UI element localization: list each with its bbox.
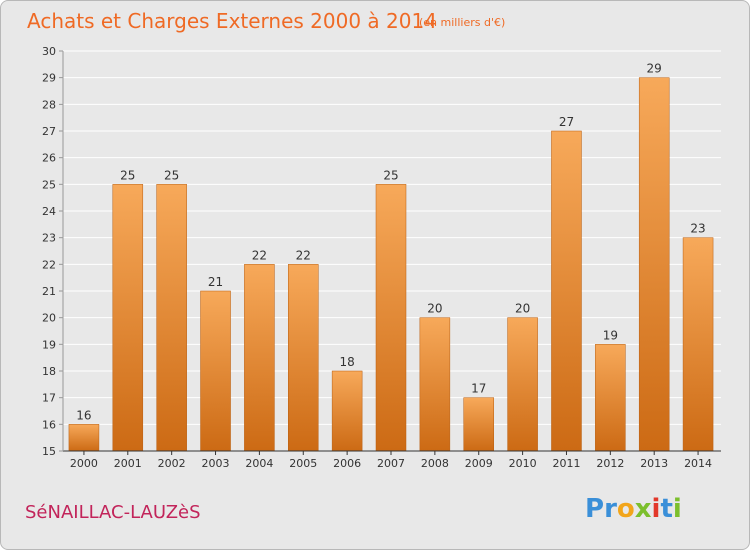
y-tick-layer: 15 16 17 18 19 20 21 22 23 24 25 26 27 28 29 30 xyxy=(42,45,63,458)
bar-2004 xyxy=(244,264,275,452)
chart-title: Achats et Charges Externes 2000 à 2014 xyxy=(27,9,437,33)
y-tick-label: 30 xyxy=(42,45,56,58)
y-tick-label: 29 xyxy=(42,72,56,85)
x-tick-label-2014: 2014 xyxy=(684,457,712,470)
x-tick-label-2001: 2001 xyxy=(114,457,142,470)
x-tick-label-2010: 2010 xyxy=(509,457,537,470)
bar-2011 xyxy=(551,130,582,452)
chart-subtitle: (en milliers d'€) xyxy=(419,16,505,29)
bar-layer xyxy=(68,77,714,452)
value-label-2008: 20 xyxy=(427,302,442,316)
bar-2005 xyxy=(288,264,319,452)
value-label-2011: 27 xyxy=(559,115,574,129)
value-label-2002: 25 xyxy=(164,168,179,182)
y-tick-label: 25 xyxy=(42,178,56,191)
y-tick-label: 24 xyxy=(42,205,56,218)
y-tick-label: 22 xyxy=(42,258,56,271)
x-tick-label-2005: 2005 xyxy=(289,457,317,470)
bar-2001 xyxy=(112,184,144,452)
bar-2008 xyxy=(419,317,451,452)
bar-2002 xyxy=(156,184,187,452)
bar-2014 xyxy=(682,237,714,452)
logo-letter: x xyxy=(635,494,652,524)
value-label-2009: 17 xyxy=(471,382,486,396)
chart-title-group: Achats et Charges Externes 2000 à 2014 (… xyxy=(27,9,505,33)
x-tick-label-2006: 2006 xyxy=(333,457,361,470)
logo-letter: o xyxy=(617,494,635,524)
y-tick-label: 28 xyxy=(42,98,56,111)
value-label-2000: 16 xyxy=(76,408,91,422)
value-label-2014: 23 xyxy=(690,222,705,236)
proxiti-logo: Proxiti xyxy=(585,494,682,524)
y-tick-label: 27 xyxy=(42,125,56,138)
y-tick-label: 21 xyxy=(42,285,56,298)
x-tick-label-2000: 2000 xyxy=(70,457,98,470)
y-tick-label: 18 xyxy=(42,365,56,378)
x-tick-label-2008: 2008 xyxy=(421,457,449,470)
value-label-2013: 29 xyxy=(647,62,662,76)
value-label-2004: 22 xyxy=(252,248,267,262)
bar-2012 xyxy=(595,344,626,452)
y-tick-label: 19 xyxy=(42,338,56,351)
bar-2013 xyxy=(638,77,670,452)
x-tick-label-2009: 2009 xyxy=(465,457,493,470)
logo-letter: r xyxy=(604,494,617,524)
bar-2009 xyxy=(463,397,494,452)
y-tick-label: 17 xyxy=(42,392,56,405)
value-label-2010: 20 xyxy=(515,302,530,316)
logo-letter: t xyxy=(660,494,672,524)
bar-2007 xyxy=(375,184,407,452)
value-label-2003: 21 xyxy=(208,275,223,289)
x-tick-label-2002: 2002 xyxy=(158,457,186,470)
commune-name: SéNAILLAC-LAUZèS xyxy=(25,502,201,523)
value-label-2007: 25 xyxy=(383,168,398,182)
y-tick-label: 26 xyxy=(42,152,56,165)
value-label-layer: 16 25 25 21 22 22 18 25 20 17 20 27 19 29 23 xyxy=(76,62,705,423)
y-tick-label: 20 xyxy=(42,312,56,325)
logo-letter: P xyxy=(585,494,604,524)
logo-letter: i xyxy=(673,494,682,524)
bar-2003 xyxy=(200,290,231,452)
value-label-2001: 25 xyxy=(120,168,135,182)
bar-2010 xyxy=(507,317,538,452)
x-tick-label-2003: 2003 xyxy=(202,457,230,470)
logo-letter: i xyxy=(652,494,661,524)
bar-2000 xyxy=(68,424,100,452)
x-tick-label-2011: 2011 xyxy=(552,457,580,470)
y-tick-label: 23 xyxy=(42,232,56,245)
y-tick-label: 15 xyxy=(42,445,56,458)
x-tick-label-2004: 2004 xyxy=(245,457,273,470)
x-tick-label-2007: 2007 xyxy=(377,457,405,470)
x-tick-layer: 2000 2001 2002 2003 2004 2005 2006 2007 2008 2009… xyxy=(70,451,712,470)
x-tick-label-2013: 2013 xyxy=(640,457,668,470)
value-label-2006: 18 xyxy=(339,355,354,369)
bar-2006 xyxy=(331,370,363,452)
x-tick-label-2012: 2012 xyxy=(596,457,624,470)
value-label-2012: 19 xyxy=(603,328,618,342)
value-label-2005: 22 xyxy=(296,248,311,262)
y-tick-label: 16 xyxy=(42,418,56,431)
